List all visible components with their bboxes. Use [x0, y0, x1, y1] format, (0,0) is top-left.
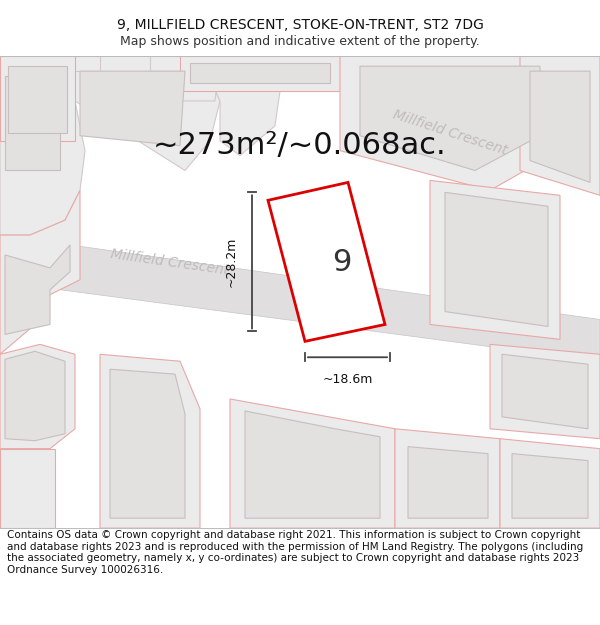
Polygon shape [8, 66, 67, 132]
Polygon shape [5, 245, 70, 334]
Polygon shape [530, 71, 590, 182]
Polygon shape [0, 191, 80, 354]
Text: ~28.2m: ~28.2m [225, 237, 238, 287]
Polygon shape [268, 182, 385, 341]
Polygon shape [500, 439, 600, 528]
Polygon shape [200, 56, 280, 156]
Text: ~18.6m: ~18.6m [322, 373, 373, 386]
Polygon shape [180, 56, 340, 91]
Text: 9, MILLFIELD CRESCENT, STOKE-ON-TRENT, ST2 7DG: 9, MILLFIELD CRESCENT, STOKE-ON-TRENT, S… [116, 18, 484, 32]
Polygon shape [0, 56, 100, 71]
Text: Map shows position and indicative extent of the property.: Map shows position and indicative extent… [120, 35, 480, 48]
Polygon shape [0, 344, 75, 449]
Polygon shape [230, 399, 395, 528]
Text: 9: 9 [332, 248, 351, 277]
Polygon shape [110, 369, 185, 518]
Polygon shape [445, 192, 548, 326]
Polygon shape [520, 56, 600, 196]
Polygon shape [80, 71, 185, 146]
Polygon shape [340, 56, 560, 191]
Polygon shape [408, 447, 488, 518]
Text: ~273m²/~0.068ac.: ~273m²/~0.068ac. [153, 131, 447, 160]
Polygon shape [150, 56, 270, 71]
Text: Millfield Crescent: Millfield Crescent [391, 107, 509, 158]
Text: Millfield Crescent: Millfield Crescent [110, 247, 230, 277]
Polygon shape [360, 66, 540, 171]
Polygon shape [5, 76, 60, 171]
Polygon shape [395, 429, 500, 528]
Polygon shape [0, 449, 55, 528]
Polygon shape [270, 56, 600, 151]
Polygon shape [490, 344, 600, 439]
Polygon shape [0, 56, 75, 141]
Polygon shape [55, 56, 220, 171]
Polygon shape [0, 235, 600, 361]
Polygon shape [0, 56, 85, 235]
Polygon shape [5, 351, 65, 441]
Polygon shape [512, 454, 588, 518]
Polygon shape [100, 354, 200, 528]
Polygon shape [190, 63, 330, 83]
Polygon shape [430, 181, 560, 339]
Polygon shape [100, 56, 220, 101]
Polygon shape [502, 354, 588, 429]
Polygon shape [245, 411, 380, 518]
Text: Contains OS data © Crown copyright and database right 2021. This information is : Contains OS data © Crown copyright and d… [7, 530, 583, 575]
